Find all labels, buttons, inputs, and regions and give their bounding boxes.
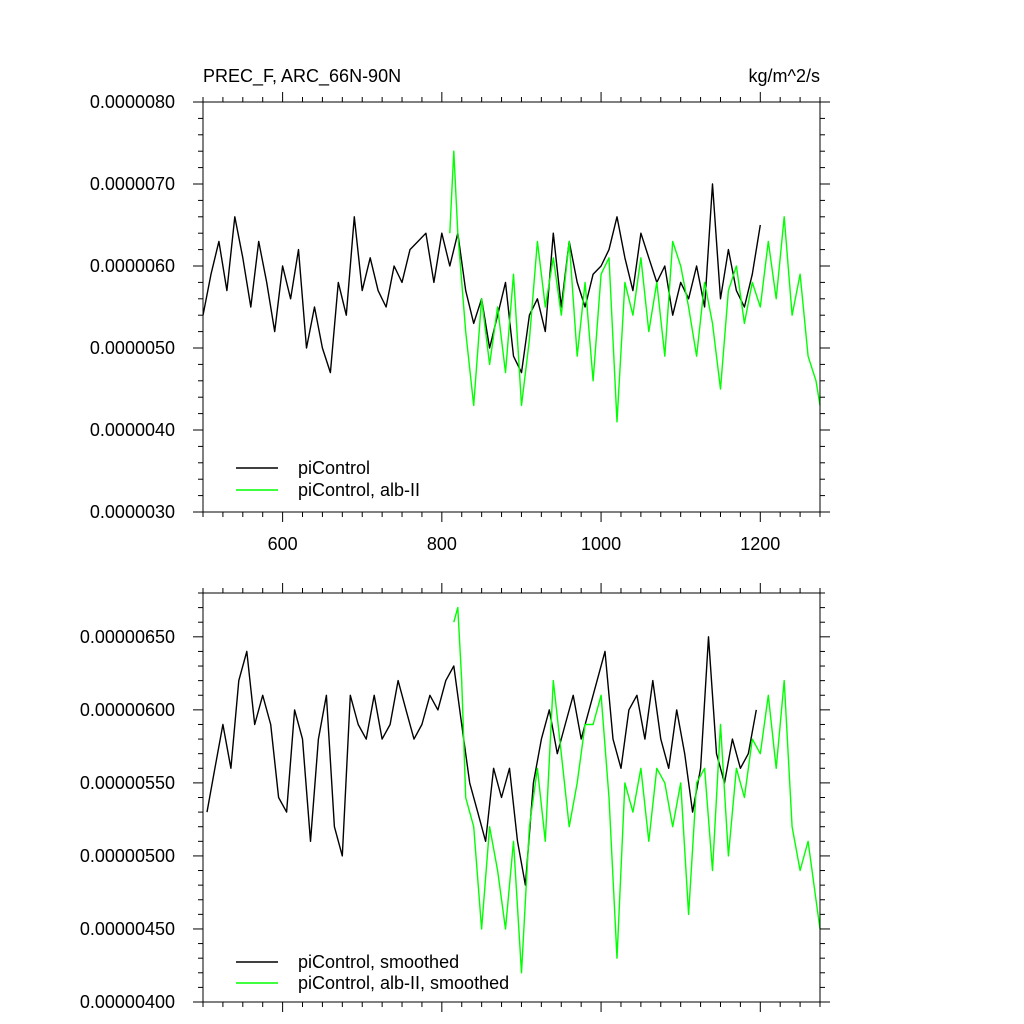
y-tick-label: 0.00000650 [80,627,175,647]
y-tick-label: 0.00000400 [80,992,175,1012]
x-tick-label: 800 [427,534,457,554]
legend-label: piControl [298,458,370,478]
legend-label: piControl, alb-II [298,480,420,500]
top-panel: PREC_F, ARC_66N-90N kg/m^2/s 600 800 1000 1… [90,66,830,554]
y-tick-label: 0.00000550 [80,773,175,793]
x-tick-label: 1000 [581,534,621,554]
series-line-black [206,636,757,886]
y-tick-label: 0.0000080 [90,92,175,112]
series-line-black [202,183,761,374]
chart-title: PREC_F, ARC_66N-90N [203,66,401,87]
y-tick-label: 0.00000600 [80,700,175,720]
y-tick-label: 0.0000070 [90,174,175,194]
y-tick-label: 0.0000060 [90,256,175,276]
plot-frame [202,592,821,1003]
y-tick-label: 0.00000450 [80,919,175,939]
plot-frame [202,101,821,513]
y-tick-label: 0.0000050 [90,338,175,358]
x-tick-label: 1200 [740,534,780,554]
x-tick-label: 600 [268,534,298,554]
series-line-green [453,606,821,974]
units-label: kg/m^2/s [749,66,820,86]
bottom-panel: 0.00000400 0.00000450 0.00000500 0.00000550… [80,583,830,1012]
series-line-green [449,150,821,423]
y-tick-label: 0.00000500 [80,846,175,866]
y-tick-label: 0.0000030 [90,502,175,522]
legend-label: piControl, alb-II, smoothed [298,973,509,993]
legend-label: piControl, smoothed [298,952,459,972]
y-tick-label: 0.0000040 [90,420,175,440]
